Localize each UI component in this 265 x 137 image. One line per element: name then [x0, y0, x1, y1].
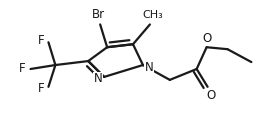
Text: O: O [202, 32, 211, 45]
Text: O: O [206, 89, 215, 102]
Text: F: F [38, 34, 45, 47]
Text: N: N [144, 61, 153, 74]
Text: F: F [19, 62, 26, 75]
Text: F: F [38, 82, 45, 95]
Text: Br: Br [92, 8, 105, 21]
Text: N: N [94, 72, 103, 85]
Text: CH₃: CH₃ [143, 10, 163, 20]
